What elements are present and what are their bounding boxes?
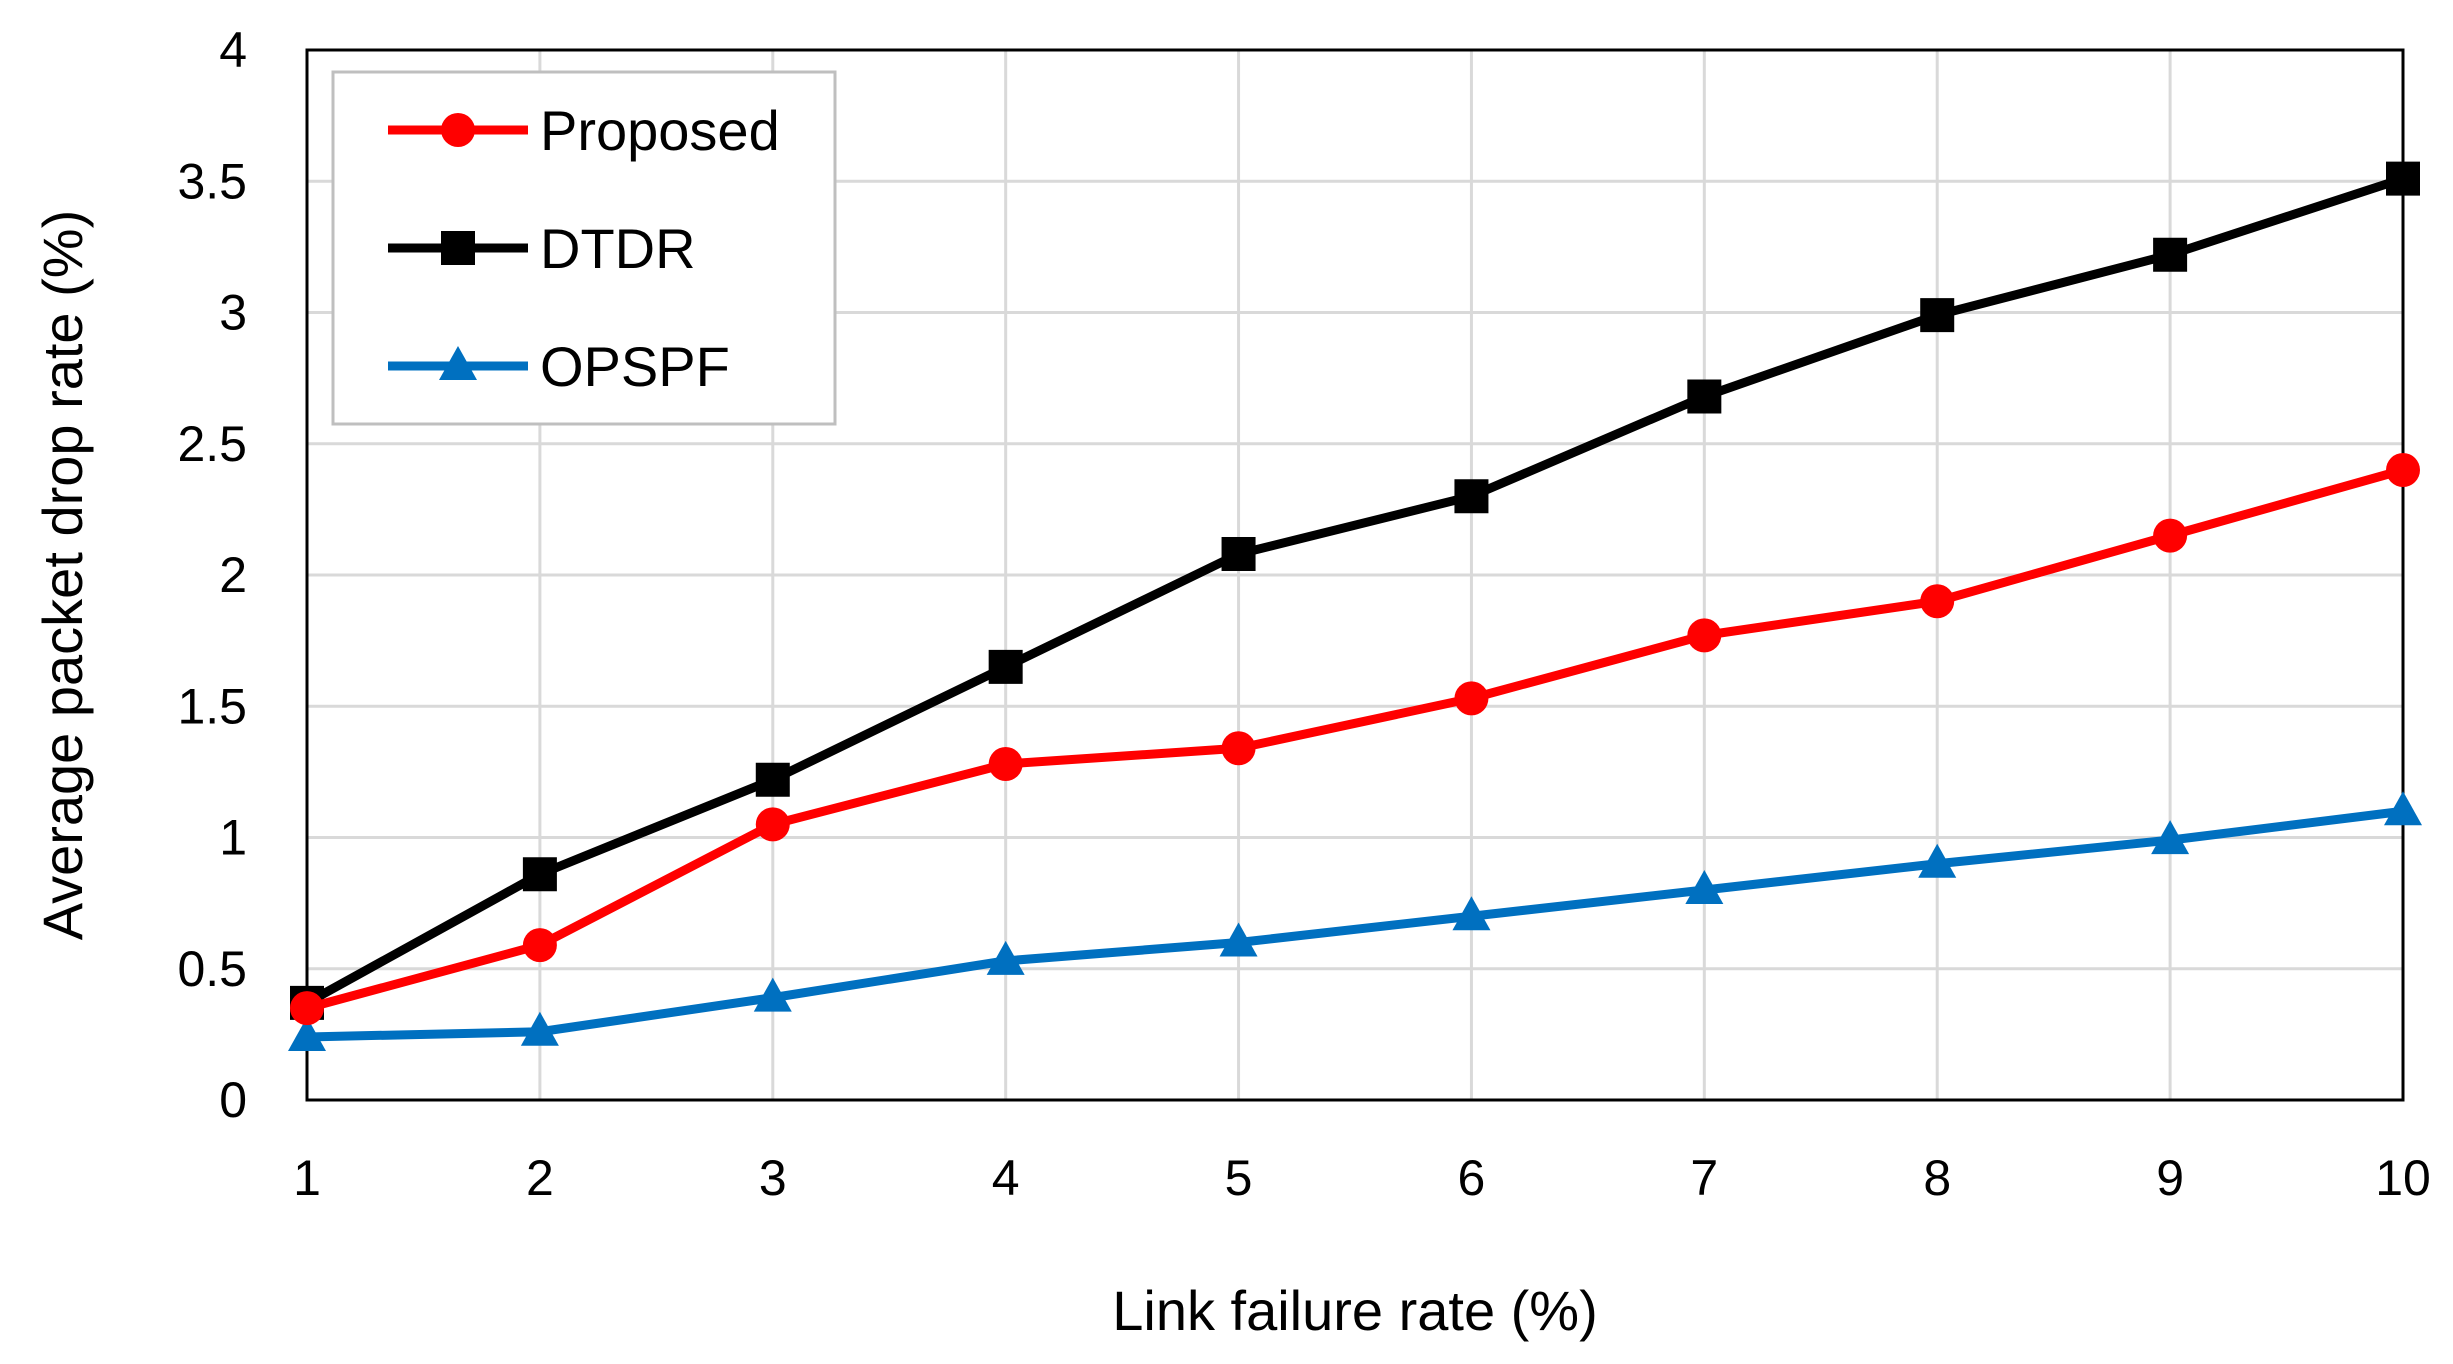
legend-item-opspf: OPSPF (388, 335, 730, 398)
legend-label-dtdr: DTDR (540, 217, 696, 280)
data-point-opspf (2384, 791, 2422, 826)
x-tick-label: 1 (293, 1150, 321, 1206)
x-tick-label: 10 (2375, 1150, 2431, 1206)
plot-area-border (305, 48, 2405, 1102)
data-point-dtdr (1454, 479, 1489, 514)
y-tick-label: 1 (219, 810, 247, 866)
y-tick-label: 4 (219, 22, 247, 78)
data-point-dtdr (755, 762, 790, 797)
series-line-proposed (305, 465, 2405, 1013)
series-proposed (290, 453, 2420, 1026)
y-tick-label: 3.5 (177, 153, 247, 209)
y-tick-label: 1.5 (177, 678, 247, 734)
series-opspf (288, 791, 2422, 1051)
x-tick-label: 2 (526, 1150, 554, 1206)
data-point-opspf (2151, 820, 2190, 855)
x-tick-label: 4 (992, 1150, 1020, 1206)
y-tick-label: 3 (219, 285, 247, 341)
data-point-proposed (1454, 681, 1489, 716)
y-tick-label: 0 (219, 1072, 247, 1128)
y-tick-label: 2.5 (177, 416, 247, 472)
data-point-proposed (1687, 618, 1722, 653)
x-axis-title: Link failure rate (%) (1112, 1279, 1598, 1342)
x-tick-label: 6 (1458, 1150, 1486, 1206)
x-tick-label: 5 (1225, 1150, 1253, 1206)
data-point-opspf (1219, 922, 1258, 957)
legend-marker-dtdr (441, 231, 475, 265)
legend-label-proposed: Proposed (540, 99, 780, 162)
legend-item-proposed: Proposed (388, 99, 780, 162)
legend-item-dtdr: DTDR (388, 217, 696, 280)
series-line-opspf (306, 806, 2404, 1042)
legend-marker-opspf (439, 346, 477, 380)
legend: Proposed DTDR OPSPF (331, 70, 837, 426)
y-axis-title: Average packet drop rate (%) (31, 210, 94, 940)
data-point-opspf (520, 1011, 559, 1046)
data-series (288, 161, 2422, 1051)
data-point-dtdr (2386, 161, 2420, 196)
data-point-dtdr (522, 857, 557, 892)
data-point-proposed (988, 747, 1023, 781)
x-tick-label: 8 (1923, 1150, 1951, 1206)
x-tick-label: 9 (2156, 1150, 2184, 1206)
y-tick-label: 0.5 (177, 941, 247, 997)
data-point-opspf (288, 1017, 326, 1051)
data-point-dtdr (1221, 537, 1256, 571)
data-point-proposed (2153, 518, 2188, 553)
data-point-dtdr (988, 649, 1023, 684)
data-point-proposed (2386, 453, 2420, 487)
y-tick-label: 2 (219, 547, 247, 603)
data-point-opspf (1452, 896, 1491, 931)
data-point-dtdr (2153, 237, 2188, 272)
data-point-opspf (1685, 870, 1724, 904)
series-line-dtdr (304, 174, 2405, 1007)
tick-labels: 1 2 3 4 5 6 7 8 9 10 0 0.5 1 1.5 2 2.5 3 3.5 4 (177, 22, 2430, 1206)
data-point-proposed (290, 991, 324, 1026)
data-point-proposed (522, 928, 557, 963)
legend-label-opspf: OPSPF (540, 335, 730, 398)
data-point-proposed (1221, 731, 1256, 766)
data-point-opspf (986, 940, 1025, 975)
legend-marker-proposed (441, 113, 475, 147)
x-tick-label: 7 (1690, 1150, 1718, 1206)
data-point-opspf (1918, 843, 1957, 878)
data-point-dtdr (1687, 379, 1722, 414)
data-point-proposed (1920, 584, 1955, 619)
x-tick-label: 3 (759, 1150, 787, 1206)
data-point-proposed (755, 807, 790, 842)
data-point-dtdr (1920, 298, 1955, 333)
data-point-opspf (753, 977, 792, 1012)
